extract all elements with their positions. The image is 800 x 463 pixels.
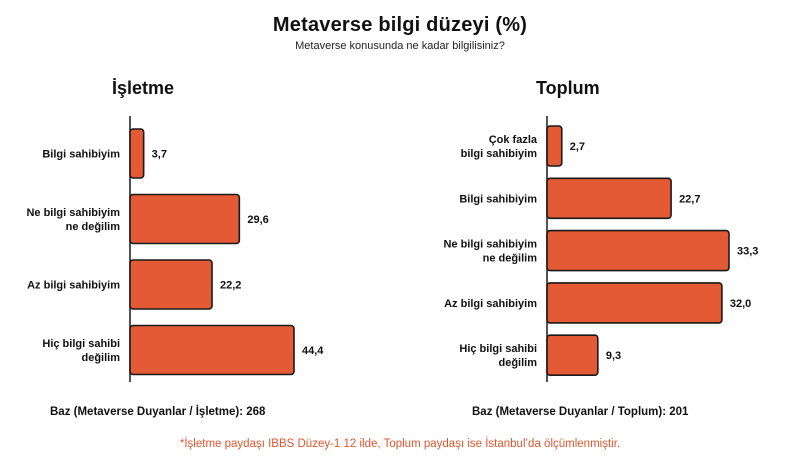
value-label-isletme-2: 22,2 — [220, 280, 241, 292]
bar-isletme-3 — [129, 324, 295, 376]
bar-toplum-0 — [546, 125, 563, 167]
value-label-toplum-4: 9,3 — [606, 350, 621, 362]
category-label-toplum-0-line-1: bilgi sahibiyim — [461, 148, 538, 160]
bar-toplum-1 — [546, 177, 672, 220]
category-label-toplum-0-line-0: Çok fazla — [489, 134, 538, 146]
category-label-toplum-2-line-0: Ne bilgi sahibiyim — [443, 239, 537, 251]
chart-subtitle: Metaverse konusunda ne kadar bilgilisini… — [295, 40, 505, 52]
bar-isletme-2 — [129, 259, 213, 310]
base-note-toplum: Baz (Metaverse Duyanlar / Toplum): 201 — [472, 406, 689, 418]
bar-toplum-2 — [546, 229, 730, 272]
value-label-toplum-3: 32,0 — [730, 298, 751, 310]
bar-toplum-4 — [546, 334, 599, 377]
value-label-isletme-0: 3,7 — [152, 149, 167, 161]
bar-isletme-1 — [129, 193, 241, 245]
category-label-isletme-1-line-0: Ne bilgi sahibiyim — [26, 207, 120, 219]
base-note-isletme: Baz (Metaverse Duyanlar / İşletme): 268 — [50, 406, 266, 418]
value-label-toplum-2: 33,3 — [737, 246, 758, 258]
category-label-toplum-2-line-1: ne değilim — [483, 253, 538, 265]
value-label-toplum-0: 2,7 — [570, 141, 585, 153]
category-label-isletme-3-line-0: Hiç bilgi sahibi — [42, 338, 120, 350]
panel-title-toplum: Toplum — [536, 78, 600, 98]
category-label-toplum-3: Az bilgi sahibiyim — [444, 298, 537, 310]
category-label-toplum-1: Bilgi sahibiyim — [459, 193, 537, 205]
value-label-isletme-1: 29,6 — [247, 214, 268, 226]
category-label-isletme-3-line-1: değilim — [81, 352, 120, 364]
category-label-toplum-4-line-1: değilim — [498, 357, 537, 369]
category-label-isletme-1-line-1: ne değilim — [66, 221, 121, 233]
bar-isletme-0 — [129, 128, 145, 179]
panel-title-isletme: İşletme — [112, 78, 175, 98]
category-label-isletme-0: Bilgi sahibiyim — [42, 149, 120, 161]
value-label-isletme-3: 44,4 — [302, 345, 324, 357]
footnote: *İşletme paydaşı IBBS Düzey-1 12 ilde, T… — [179, 438, 621, 450]
bar-toplum-3 — [546, 282, 723, 324]
value-label-toplum-1: 22,7 — [679, 193, 700, 205]
category-label-isletme-2: Az bilgi sahibiyim — [27, 280, 120, 292]
chart-title: Metaverse bilgi düzeyi (%) — [272, 14, 528, 36]
category-label-toplum-4-line-0: Hiç bilgi sahibi — [459, 343, 537, 355]
